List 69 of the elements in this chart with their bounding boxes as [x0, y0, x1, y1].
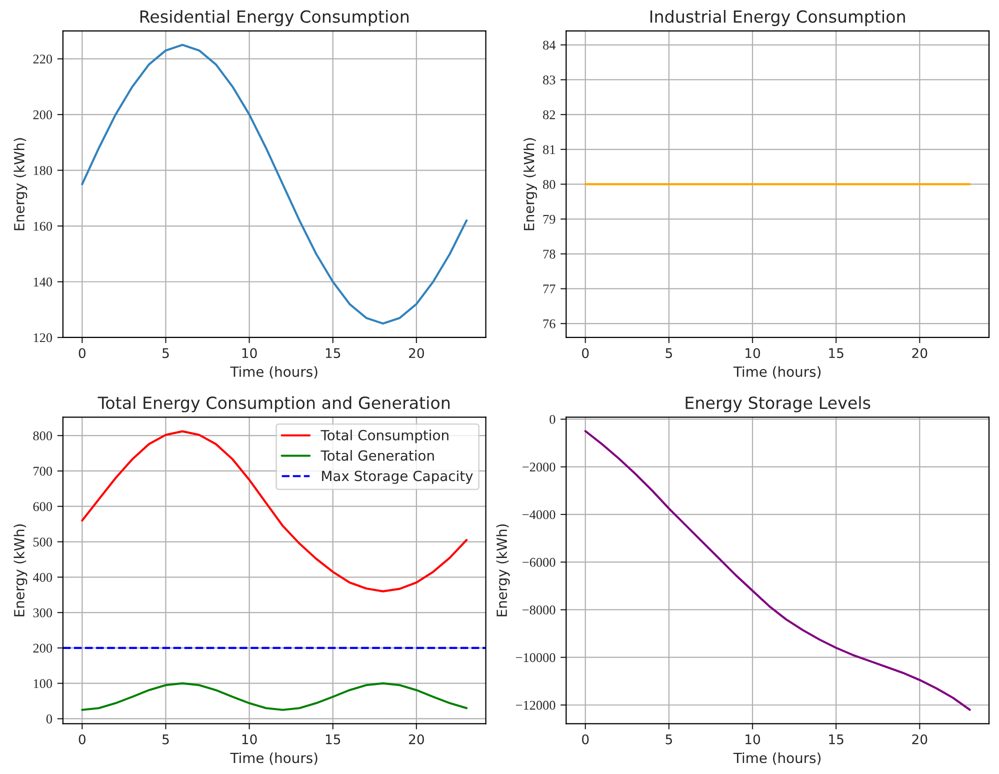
- y-tick-label: −12000: [516, 700, 556, 710]
- legend-label: Max Storage Capacity: [322, 470, 473, 484]
- x-tick-label: 20: [409, 348, 424, 358]
- x-tick-label: 0: [582, 348, 589, 358]
- y-tick-label: 200: [33, 110, 52, 120]
- x-tick-label: 10: [242, 734, 257, 744]
- chart-title: Energy Storage Levels: [686, 396, 870, 412]
- y-tick-label: 140: [34, 278, 52, 286]
- y-tick-label: 300: [33, 608, 52, 618]
- y-axis-title: Energy (kWh): [524, 138, 537, 230]
- y-tick-label: −8000: [522, 606, 556, 614]
- y-axis-title: Energy (kWh): [496, 524, 510, 616]
- x-tick-label: 20: [912, 348, 928, 358]
- y-tick-label: 78: [543, 250, 556, 259]
- y-tick-label: 700: [34, 466, 52, 476]
- x-tick-label: 0: [582, 734, 589, 744]
- y-tick-label: 76: [543, 319, 556, 328]
- y-tick-label: 0: [46, 714, 52, 724]
- y-tick-label: 81: [543, 145, 555, 154]
- y-tick-label: 80: [543, 180, 556, 189]
- line-series: [584, 430, 971, 711]
- y-tick-label: 0: [550, 415, 556, 424]
- line-series: [81, 44, 468, 325]
- y-tick-label: 400: [32, 572, 52, 582]
- y-tick-label: 84: [543, 40, 556, 50]
- y-tick-label: 120: [34, 333, 52, 342]
- legend-label: Total Consumption: [320, 430, 448, 444]
- x-tick-label: 20: [912, 734, 928, 744]
- x-tick-label: 10: [746, 348, 760, 358]
- chart-title: Total Energy Consumption and Generation: [98, 396, 450, 412]
- y-tick-label: 79: [543, 214, 556, 224]
- y-tick-label: 500: [33, 538, 52, 546]
- y-tick-label: −4000: [522, 510, 556, 520]
- line-series: [81, 682, 468, 711]
- x-tick-label: 15: [829, 348, 844, 358]
- x-tick-label: 5: [666, 734, 672, 744]
- y-tick-label: −6000: [522, 558, 556, 567]
- legend-label: Total Generation: [320, 450, 434, 461]
- x-axis-title: Time (hours): [230, 752, 318, 765]
- y-axis-title: Energy (kWh): [14, 524, 28, 616]
- x-axis-title: Time (hours): [230, 366, 318, 379]
- x-tick-label: 0: [78, 348, 86, 358]
- x-tick-label: 5: [666, 348, 672, 358]
- chart-title: Residential Energy Consumption: [140, 10, 409, 26]
- x-tick-label: 10: [746, 734, 760, 744]
- y-tick-label: 800: [33, 431, 52, 440]
- x-tick-label: 20: [409, 734, 424, 744]
- x-axis-title: Time (hours): [733, 366, 821, 379]
- x-axis-title: Time (hours): [733, 752, 821, 765]
- x-tick-label: 10: [242, 348, 257, 358]
- y-tick-label: 160: [34, 222, 52, 231]
- y-tick-label: −2000: [522, 462, 556, 472]
- x-tick-label: 15: [829, 734, 844, 744]
- y-tick-label: 82: [543, 110, 555, 120]
- y-tick-label: 100: [34, 679, 52, 688]
- y-tick-label: −10000: [516, 653, 556, 662]
- y-tick-label: 200: [33, 644, 52, 653]
- y-tick-label: 220: [33, 54, 52, 64]
- x-tick-label: 15: [326, 348, 340, 358]
- y-axis-title: Energy (kWh): [14, 138, 28, 230]
- x-tick-label: 0: [78, 734, 86, 744]
- chart-title: Industrial Energy Consumption: [650, 10, 905, 26]
- x-tick-label: 5: [162, 348, 169, 358]
- x-tick-label: 5: [162, 734, 169, 744]
- y-tick-label: 180: [34, 166, 52, 175]
- y-tick-label: 83: [543, 76, 556, 84]
- y-tick-label: 77: [543, 284, 556, 294]
- y-tick-label: 600: [33, 502, 52, 512]
- x-tick-label: 15: [326, 734, 340, 744]
